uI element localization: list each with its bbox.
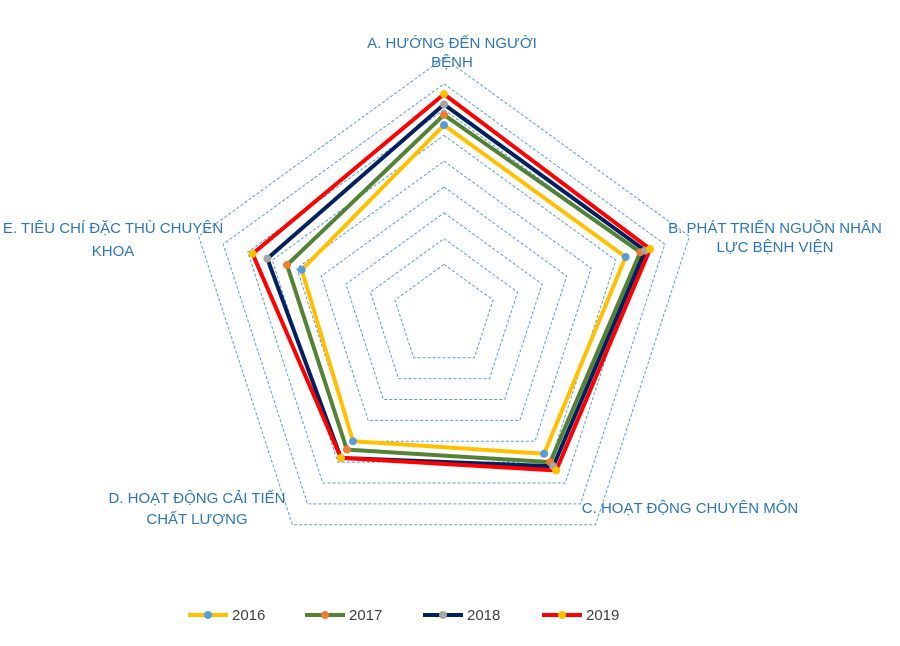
- series-lines: [250, 92, 653, 473]
- series-line-2019: [250, 92, 653, 473]
- grid-ring-6: [247, 108, 641, 484]
- grid-ring-4: [296, 160, 592, 442]
- legend-marker-2017: [321, 611, 329, 619]
- grid-ring-1: [369, 237, 519, 380]
- series-point-2018-4: [263, 254, 272, 263]
- axis-label-2-line-0: C. HOẠT ĐỘNG CHUYÊN MÔN: [582, 500, 798, 517]
- series-point-2016-2: [540, 449, 549, 458]
- series-point-2017-4: [283, 261, 291, 269]
- legend-label-2018: 2018: [467, 607, 500, 624]
- series-point-2019-4: [248, 249, 257, 258]
- grid-ring-2: [345, 212, 543, 400]
- series-point-2019-0: [440, 90, 448, 99]
- legend-label-2016: 2016: [232, 607, 265, 624]
- legend: 2016 2017 2018 2019: [188, 607, 619, 624]
- series-line-2018: [265, 102, 648, 469]
- legend-marker-2018: [439, 611, 447, 619]
- grid-ring-0: [394, 263, 494, 359]
- series-markers: [248, 90, 655, 475]
- axis-label-1-line-1: LỰC BỆNH VIỆN: [716, 239, 833, 256]
- axis-label-3-line-0: D. HOẠT ĐỘNG CẢI TIẾN: [109, 490, 286, 507]
- axis-label-1-line-0: B. PHÁT TRIỂN NGUỒN NHÂN: [668, 219, 882, 237]
- series-point-2016-1: [621, 253, 630, 261]
- grid-ring-7: [222, 83, 666, 505]
- axis-label-0-line-0: A. HƯỚNG ĐẾN NGƯỜI: [367, 35, 537, 52]
- axis-label-4-line-0: E. TIÊU CHÍ ĐẶC THÙ CHUYÊN: [3, 220, 223, 237]
- series-point-2016-3: [349, 437, 357, 446]
- legend-label-2017: 2017: [349, 607, 382, 624]
- legend-marker-2019: [558, 611, 566, 619]
- axis-labels: A. HƯỚNG ĐẾN NGƯỜI BỆNH B. PHÁT TRIỂN NGUỒ…: [3, 35, 882, 528]
- series-point-2019-2: [552, 466, 561, 475]
- legend-marker-2016: [204, 611, 212, 619]
- axis-label-4-line-1: KHOA: [92, 243, 135, 260]
- grid-ring-8: [198, 57, 690, 526]
- series-point-2019-1: [646, 245, 655, 253]
- series-point-2018-0: [440, 100, 448, 109]
- series-line-2016: [299, 123, 628, 456]
- legend-label-2019: 2019: [586, 607, 619, 624]
- grid-ring-3: [320, 186, 568, 421]
- axis-label-0-line-1: BỆNH: [431, 54, 473, 71]
- series-line-2017: [285, 112, 643, 465]
- series-point-2017-0: [440, 110, 448, 119]
- series-point-2016-4: [297, 265, 306, 274]
- series-point-2016-0: [440, 121, 448, 130]
- series-point-2019-3: [336, 453, 345, 462]
- axis-label-3-line-1: CHẤT LƯỢNG: [146, 511, 247, 528]
- series-point-2017-3: [342, 445, 351, 454]
